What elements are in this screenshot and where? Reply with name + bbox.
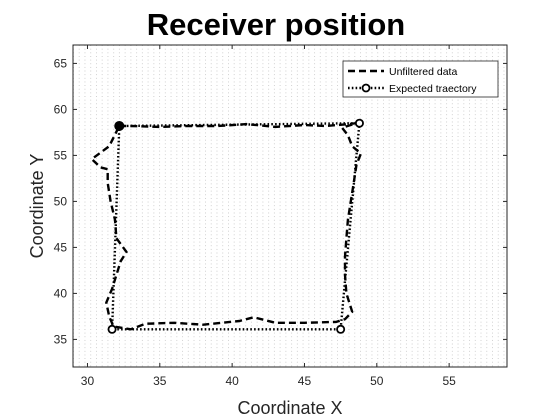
x-tick-label-5: 55: [442, 374, 456, 388]
series-line-1: [110, 122, 361, 331]
y-tick-label-6: 65: [54, 56, 68, 70]
y-tick-label-0: 35: [54, 332, 68, 346]
y-tick-label-4: 55: [54, 148, 68, 162]
x-tick-label-1: 35: [153, 374, 167, 388]
chart-title: Receiver position: [147, 7, 405, 42]
series-marker-1-3: [107, 324, 117, 334]
x-tick-label-4: 50: [370, 374, 384, 388]
legend-label-expected: Expected traectory: [389, 83, 477, 95]
y-tick-label-5: 60: [54, 102, 68, 116]
legend: Unfiltered data Expected traectory: [342, 60, 499, 98]
x-axis-label: Coordinate X: [237, 398, 342, 418]
minor-grid: [73, 45, 507, 367]
y-tick-label-3: 50: [54, 194, 68, 208]
x-tick-label-0: 30: [81, 374, 95, 388]
plot-frame: [72, 44, 508, 368]
series-line-0: [90, 122, 363, 331]
start-point-marker: [114, 120, 125, 131]
legend-swatch-expected-marker: [361, 83, 371, 93]
x-tick-label-2: 40: [225, 374, 239, 388]
series-marker-1-2: [336, 324, 346, 334]
series-marker-1-1: [354, 118, 364, 128]
x-tick-label-3: 45: [298, 374, 312, 388]
legend-label-unfiltered: Unfiltered data: [389, 66, 457, 78]
y-tick-label-2: 45: [54, 240, 68, 254]
y-tick-label-1: 40: [54, 286, 68, 300]
y-axis-label: Coordinate Y: [27, 154, 47, 259]
